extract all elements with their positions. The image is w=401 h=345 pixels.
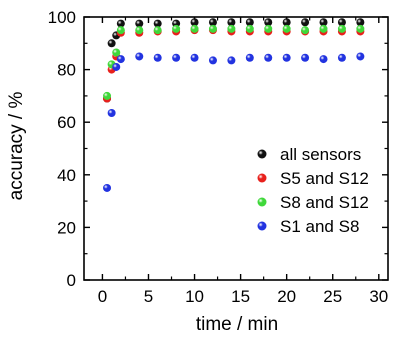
- data-point-s8-and-s12: [135, 26, 144, 35]
- data-point-all-sensors: [301, 18, 310, 27]
- data-point-s1-and-s8: [227, 56, 236, 65]
- legend-label-s5-and-s12: S5 and S12: [280, 169, 369, 188]
- data-point-s8-and-s12: [116, 26, 125, 35]
- data-point-s1-and-s8: [282, 53, 291, 62]
- y-tick-label: 40: [57, 166, 76, 185]
- x-tick-label: 10: [185, 287, 204, 306]
- data-point-s8-and-s12: [245, 24, 254, 33]
- data-point-s1-and-s8: [116, 55, 125, 64]
- x-tick-label: 20: [277, 287, 296, 306]
- y-tick-label: 60: [57, 113, 76, 132]
- x-tick-label: 5: [144, 287, 153, 306]
- x-tick-label: 15: [231, 287, 250, 306]
- legend-label-all-sensors: all sensors: [280, 145, 361, 164]
- legend-marker-s1-and-s8: [257, 221, 267, 231]
- data-point-all-sensors: [208, 18, 217, 27]
- data-point-s8-and-s12: [337, 24, 346, 33]
- data-point-all-sensors: [337, 18, 346, 27]
- y-tick-label: 0: [67, 271, 76, 290]
- data-point-all-sensors: [356, 18, 365, 27]
- data-point-s1-and-s8: [337, 53, 346, 62]
- data-point-s1-and-s8: [135, 52, 144, 61]
- data-point-s1-and-s8: [103, 183, 112, 192]
- data-point-s1-and-s8: [153, 53, 162, 62]
- data-point-s1-and-s8: [319, 55, 328, 64]
- data-point-s8-and-s12: [172, 24, 181, 33]
- data-point-s8-and-s12: [208, 24, 217, 33]
- data-point-all-sensors: [264, 18, 273, 27]
- data-point-s1-and-s8: [172, 53, 181, 62]
- data-point-s1-and-s8: [356, 52, 365, 61]
- data-point-all-sensors: [107, 39, 116, 48]
- data-point-s1-and-s8: [107, 108, 116, 117]
- data-point-all-sensors: [245, 18, 254, 27]
- legend-marker-all-sensors: [257, 149, 267, 159]
- data-point-all-sensors: [135, 19, 144, 28]
- data-point-s1-and-s8: [301, 53, 310, 62]
- data-point-all-sensors: [319, 18, 328, 27]
- legend-marker-s5-and-s12: [257, 173, 267, 183]
- data-point-all-sensors: [282, 18, 291, 27]
- data-point-s8-and-s12: [319, 24, 328, 33]
- x-tick-label: 0: [98, 287, 107, 306]
- data-point-all-sensors: [153, 19, 162, 28]
- data-point-s1-and-s8: [208, 56, 217, 65]
- data-point-all-sensors: [190, 18, 199, 27]
- data-point-s8-and-s12: [103, 91, 112, 100]
- data-point-s1-and-s8: [245, 53, 254, 62]
- data-point-all-sensors: [116, 19, 125, 28]
- data-point-s1-and-s8: [190, 53, 199, 62]
- y-tick-label: 20: [57, 218, 76, 237]
- legend-label-s1-and-s8: S1 and S8: [280, 217, 359, 236]
- data-point-all-sensors: [227, 18, 236, 27]
- y-axis-label: accuracy / %: [6, 92, 27, 201]
- data-point-s8-and-s12: [356, 24, 365, 33]
- data-point-s1-and-s8: [112, 62, 121, 71]
- x-tick-label: 30: [369, 287, 388, 306]
- data-point-s1-and-s8: [264, 53, 273, 62]
- y-tick-label: 100: [48, 8, 76, 27]
- legend-marker-s8-and-s12: [257, 197, 267, 207]
- x-tick-label: 25: [323, 287, 342, 306]
- data-point-s8-and-s12: [282, 24, 291, 33]
- data-point-s8-and-s12: [112, 48, 121, 57]
- data-point-s8-and-s12: [301, 26, 310, 35]
- data-point-s8-and-s12: [190, 24, 199, 33]
- data-point-s8-and-s12: [153, 26, 162, 35]
- data-point-s8-and-s12: [264, 24, 273, 33]
- legend-label-s8-and-s12: S8 and S12: [280, 193, 369, 212]
- x-axis-label: time / min: [196, 314, 278, 335]
- y-tick-label: 80: [57, 61, 76, 80]
- data-point-s8-and-s12: [227, 24, 236, 33]
